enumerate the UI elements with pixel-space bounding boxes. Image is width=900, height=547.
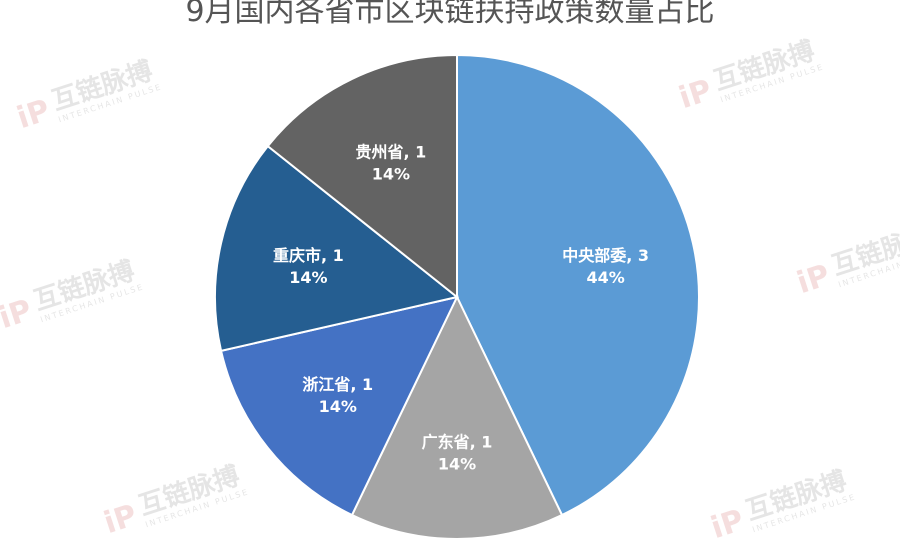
- slice-labels: 中央部委, 3 44% 广东省, 1 14% 浙江省, 1 14% 重庆市, 1 14% 贵州省…: [273, 143, 649, 474]
- pie-slice-2: [350, 294, 564, 540]
- slice-label-4: 重庆市, 1 14%: [273, 246, 344, 287]
- pie-slice-3: [219, 295, 459, 517]
- pie-slice-5: [266, 53, 458, 300]
- pie-slice-1: [456, 53, 700, 517]
- pie-slices: [214, 53, 700, 540]
- slice-label-5: 贵州省, 1 14%: [356, 143, 427, 184]
- slice-label-3: 浙江省, 1 14%: [302, 375, 373, 416]
- slice-label-1: 中央部委, 3 44%: [562, 246, 649, 287]
- chart-title: 9月国内各省市区块链扶持政策数量占比: [185, 0, 715, 29]
- slice-label-2: 广东省, 1 14%: [422, 433, 493, 474]
- pie-slice-4: [214, 144, 460, 353]
